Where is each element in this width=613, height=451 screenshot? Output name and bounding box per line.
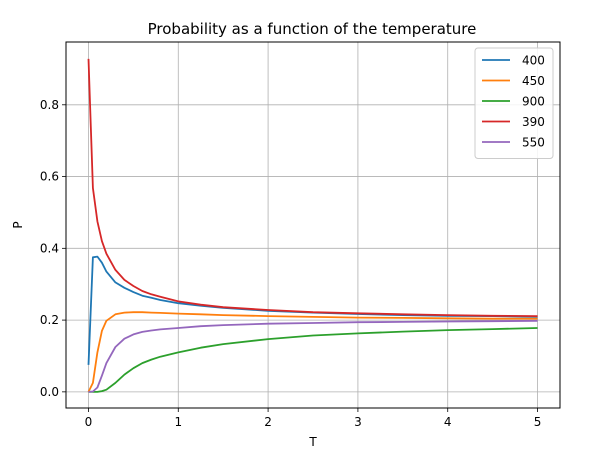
legend-label: 400: [522, 54, 545, 68]
x-tick-label: 2: [264, 415, 272, 429]
y-tick-label: 0.4: [40, 241, 59, 255]
series-line-900: [88, 327, 538, 393]
x-tick-label: 3: [354, 415, 362, 429]
y-tick-label: 0.0: [40, 385, 59, 399]
x-tick-label: 1: [174, 415, 182, 429]
legend: 400 450 900 390 550: [474, 47, 554, 159]
series-lines: [87, 58, 538, 393]
legend-label: 900: [522, 95, 545, 109]
y-tick-label: 0.8: [40, 98, 59, 112]
x-tick-label: 4: [444, 415, 452, 429]
x-axis-ticks: 0 1 2 3 4 5: [85, 408, 542, 429]
x-tick-label: 5: [534, 415, 542, 429]
plot-frame: [65, 41, 561, 409]
legend-label: 450: [522, 74, 545, 88]
legend-label: 550: [522, 136, 545, 150]
y-axis-label: P: [11, 221, 25, 228]
x-axis-label: T: [308, 435, 317, 449]
y-tick-label: 0.6: [40, 170, 59, 184]
series-line-450: [87, 311, 538, 393]
chart-title: Probability as a function of the tempera…: [148, 20, 477, 38]
legend-label: 390: [522, 115, 545, 129]
y-axis-ticks: 0.0 0.2 0.4 0.6 0.8: [40, 98, 66, 399]
series-line-550: [88, 319, 538, 393]
y-tick-label: 0.2: [40, 313, 59, 327]
x-tick-label: 0: [85, 415, 93, 429]
series-line-390: [87, 58, 538, 317]
legend-box: [474, 47, 554, 159]
